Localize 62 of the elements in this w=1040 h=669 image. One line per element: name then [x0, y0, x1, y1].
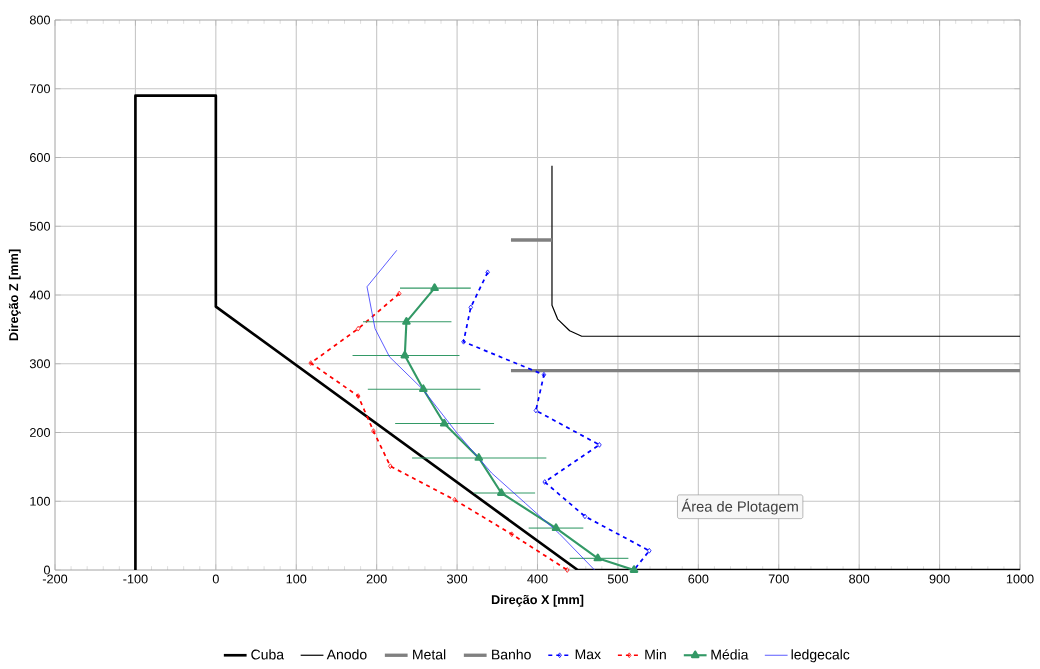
- point: [430, 283, 439, 292]
- y-axis-title: Direção Z [mm]: [8, 249, 21, 341]
- point: [355, 325, 361, 332]
- y-tick-label: 800: [29, 15, 51, 25]
- legend-label: Metal: [413, 649, 446, 660]
- y-tick-label: 700: [30, 84, 51, 94]
- point: [388, 463, 393, 469]
- point: [474, 453, 484, 461]
- x-tick-label: -200: [42, 574, 68, 584]
- legend-label: Min: [645, 649, 666, 660]
- point: [497, 488, 506, 496]
- legend-label: Média: [711, 649, 749, 660]
- x-tick-label: 100: [286, 574, 307, 584]
- point: [565, 567, 570, 573]
- point: [597, 442, 602, 448]
- point: [400, 350, 410, 359]
- y-tick-label: 600: [30, 153, 51, 162]
- y-tick-label: 100: [30, 496, 51, 506]
- point: [509, 531, 514, 538]
- y-tick-label: 0: [43, 565, 51, 575]
- y-tick-label: 400: [29, 290, 51, 300]
- annotation: Área de Plotagem: [681, 498, 798, 515]
- legend-label: Max: [575, 649, 601, 660]
- point: [582, 513, 588, 520]
- point: [468, 304, 473, 311]
- point: [371, 428, 376, 434]
- point: [542, 479, 547, 485]
- x-tick-label: 400: [527, 574, 548, 584]
- x-tick-label: 200: [366, 574, 387, 584]
- point: [439, 418, 449, 427]
- point: [461, 338, 466, 345]
- legend-label: ledgecalc: [791, 649, 850, 663]
- x-tick-label: 0: [212, 574, 219, 584]
- y-tick-label: 200: [30, 428, 51, 437]
- line-series: [551, 165, 1021, 337]
- point: [541, 371, 547, 378]
- x-tick-label: 500: [607, 574, 628, 584]
- x-tick-label: 900: [929, 574, 950, 584]
- x-tick-label: -100: [123, 574, 148, 584]
- legend-label: Anodo: [326, 649, 367, 660]
- x-tick-label: 800: [849, 574, 870, 584]
- legend-label: Banho: [492, 649, 531, 660]
- y-tick-label: 300: [29, 359, 51, 369]
- point: [647, 547, 652, 554]
- x-tick-label: 1000: [1006, 574, 1034, 584]
- x-axis-title: Direção X [mm]: [491, 594, 584, 607]
- point: [593, 553, 603, 562]
- point: [419, 384, 428, 393]
- point: [452, 497, 457, 503]
- point: [551, 523, 561, 531]
- point: [396, 290, 402, 297]
- point: [533, 407, 539, 414]
- x-tick-label: 700: [768, 574, 789, 584]
- x-tick-label: 600: [688, 574, 709, 584]
- y-tick-label: 500: [29, 221, 51, 231]
- point: [308, 360, 313, 366]
- x-tick-label: 300: [447, 574, 468, 584]
- legend-label: Cuba: [251, 649, 285, 660]
- line-series: [366, 249, 595, 570]
- point: [402, 317, 411, 325]
- point: [485, 269, 490, 276]
- point: [355, 393, 361, 399]
